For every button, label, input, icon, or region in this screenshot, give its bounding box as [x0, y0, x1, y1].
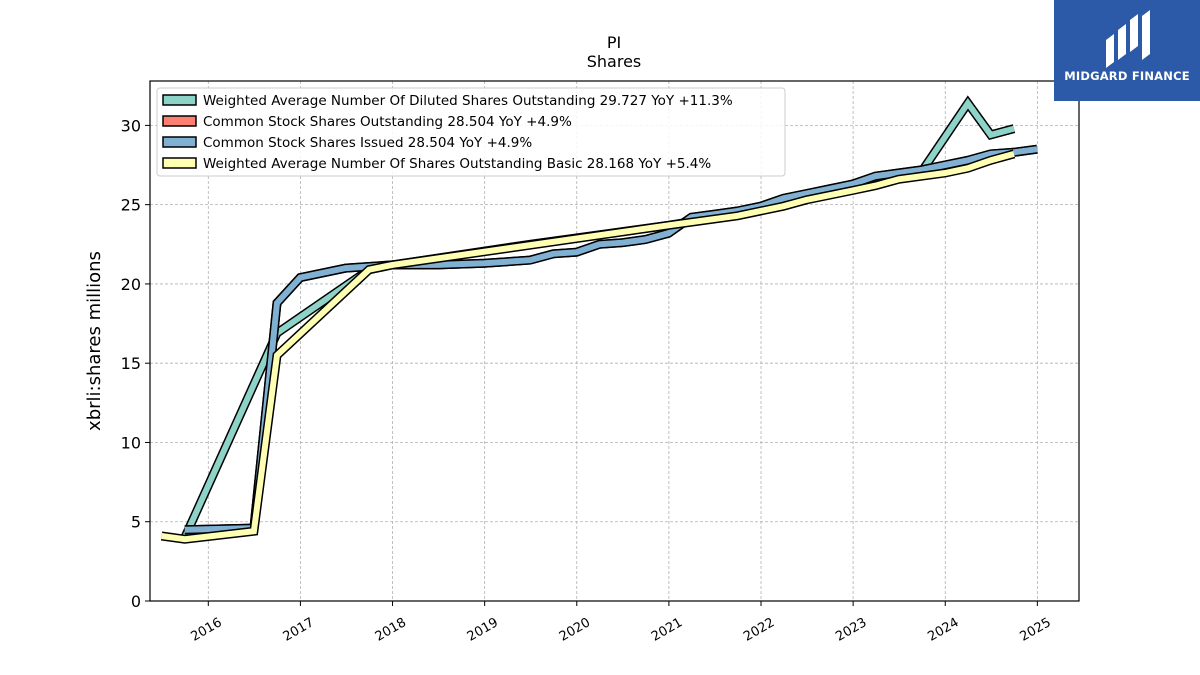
plot-frame — [149, 80, 1080, 602]
logo-mark-icon — [1106, 10, 1150, 68]
legend-swatch — [162, 115, 197, 127]
y-tick-label: 20 — [121, 275, 141, 294]
series-4 — [160, 149, 1016, 544]
legend: Weighted Average Number Of Diluted Share… — [156, 87, 786, 177]
series-layer — [160, 95, 1038, 544]
y-tick-label: 25 — [121, 196, 141, 215]
x-tick-label: 2019 — [465, 615, 501, 645]
x-tick-label: 2018 — [373, 615, 409, 645]
chart-subtitle: Shares — [587, 52, 642, 71]
legend-box — [156, 87, 786, 177]
y-axis-label: xbrli:shares millions — [84, 251, 105, 431]
x-tick-label: 2024 — [925, 615, 961, 645]
series-line-outline — [184, 144, 1038, 535]
x-tick-label: 2020 — [557, 615, 593, 645]
legend-swatch — [162, 136, 197, 148]
x-tick-label: 2025 — [1018, 615, 1054, 645]
series-line-outline — [184, 144, 1038, 535]
series-line — [184, 146, 1038, 533]
series-line — [161, 151, 1015, 543]
y-tick-label: 15 — [121, 354, 141, 373]
y-tick-label: 30 — [121, 116, 141, 135]
x-tick-label: 2023 — [833, 615, 869, 645]
legend-swatch — [162, 157, 197, 169]
x-tick-label: 2016 — [188, 615, 224, 645]
series-3 — [184, 144, 1038, 535]
series-2 — [184, 144, 1038, 535]
x-tick-label: 2022 — [741, 615, 777, 645]
y-tick-label: 5 — [131, 513, 141, 532]
y-tick-label: 0 — [131, 592, 141, 611]
legend-label: Weighted Average Number Of Shares Outsta… — [203, 156, 711, 172]
x-tick-label: 2017 — [281, 615, 317, 645]
legend-swatch — [162, 94, 197, 106]
series-line — [184, 146, 1038, 533]
midgard-finance-logo: MIDGARD FINANCE — [1054, 0, 1200, 101]
legend-label: Common Stock Shares Outstanding 28.504 Y… — [203, 114, 572, 130]
legend-label: Weighted Average Number Of Diluted Share… — [203, 93, 733, 109]
logo-text: MIDGARD FINANCE — [1064, 69, 1190, 83]
x-tick-label: 2021 — [649, 615, 685, 645]
y-tick-label: 10 — [121, 433, 141, 452]
legend-label: Common Stock Shares Issued 28.504 YoY +4… — [203, 135, 532, 151]
chart-title: PI — [607, 33, 621, 52]
